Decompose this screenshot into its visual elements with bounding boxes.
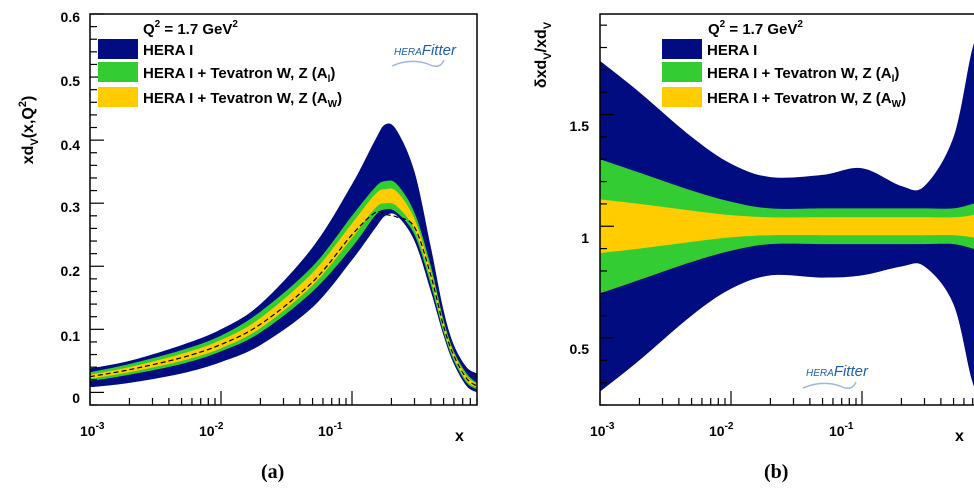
panel-b-ticks <box>599 24 974 406</box>
panel-b-ytick-0.5: 0.5 <box>570 341 590 357</box>
panel-a-y-axis-label: xdV(x,Q2) <box>17 96 41 165</box>
panel-b-legend-swatch-aw <box>662 87 702 107</box>
panel-a-y-tick-labels: 0 0.1 0.2 0.3 0.4 0.5 0.6 <box>61 9 81 406</box>
panel-a-legend-label-al: HERA I + Tevatron W, Z (Al) <box>143 65 335 85</box>
panel-a-xtick-1e-3: 10-3 <box>80 421 105 439</box>
panel-a-legend-label-hera: HERA I <box>143 42 193 59</box>
panel-b-xtick-1e-1: 10-1 <box>829 421 854 439</box>
panel-a-legend-swatch-hera <box>98 39 138 59</box>
panel-a-ytick-0.6: 0.6 <box>61 9 81 25</box>
panel-b-x-tick-labels: 10-3 10-2 10-1 <box>590 421 854 439</box>
panel-b-xtick-1e-2: 10-2 <box>709 421 734 439</box>
panel-b-herafitter-logo: HERAFitter <box>802 363 869 389</box>
panel-a-ytick-0.2: 0.2 <box>61 263 81 279</box>
panel-b-bands <box>600 43 974 392</box>
panel-a-x-tick-labels: 10-3 10-2 10-1 <box>80 421 343 439</box>
panel-a-ytick-0: 0 <box>72 390 80 406</box>
panel-a-herafitter-logo: HERAFitter <box>391 42 457 67</box>
panel-a-ytick-0.1: 0.1 <box>61 328 81 344</box>
panel-b-logo-text: HERAFitter <box>806 363 869 380</box>
panel-a-band-hera <box>90 123 477 393</box>
panel-b-band-aw <box>600 199 974 254</box>
panel-a-band-aw <box>90 188 477 388</box>
panel-a-legend-q2: Q2 = 1.7 GeV2 <box>143 19 238 38</box>
panel-b: 0.5 1 1.5 10-3 10-2 10-1 x δxdV/xdV Q2 =… <box>533 13 974 483</box>
panel-a-central-dashed-line <box>90 210 477 387</box>
panel-a-caption: (a) <box>261 461 284 483</box>
panel-b-logo-swoosh <box>802 381 857 389</box>
panel-a-ytick-0.5: 0.5 <box>61 73 81 89</box>
panel-a-bands <box>90 123 477 393</box>
panel-b-xtick-1e-3: 10-3 <box>590 421 615 439</box>
panel-b-legend-swatch-hera <box>662 39 702 59</box>
panel-a-xtick-1e-1: 10-1 <box>318 421 343 439</box>
panel-a: 0 0.1 0.2 0.3 0.4 0.5 0.6 10-3 10-2 10-1… <box>17 9 478 483</box>
panel-b-caption: (b) <box>764 461 788 483</box>
panel-a-logo-swoosh <box>391 59 445 67</box>
panel-a-legend-swatch-al <box>98 62 138 82</box>
panel-b-x-axis-label: x <box>955 428 964 445</box>
panel-a-ticks <box>89 13 478 406</box>
panel-a-x-axis-label: x <box>455 428 464 445</box>
panel-a-legend-label-aw: HERA I + Tevatron W, Z (AW) <box>143 90 342 110</box>
panel-a-legend-swatch-aw <box>98 87 138 107</box>
panel-a-xtick-1e-2: 10-2 <box>199 421 224 439</box>
panel-b-legend-label-aw: HERA I + Tevatron W, Z (AW) <box>707 90 906 110</box>
panel-b-legend-swatch-al <box>662 62 702 82</box>
panel-b-ytick-1: 1 <box>581 230 589 246</box>
panel-b-legend: Q2 = 1.7 GeV2 HERA I HERA I + Tevatron W… <box>662 19 906 110</box>
panel-b-legend-label-hera: HERA I <box>707 42 757 59</box>
panel-a-legend: Q2 = 1.7 GeV2 HERA I HERA I + Tevatron W… <box>98 19 342 110</box>
panel-b-y-axis-label: δxdV/xdV <box>533 21 554 88</box>
panel-b-y-tick-labels: 0.5 1 1.5 <box>570 118 590 357</box>
panel-b-ytick-1.5: 1.5 <box>570 118 590 134</box>
panel-a-ytick-0.3: 0.3 <box>61 199 81 215</box>
panel-a-logo-text: HERAFitter <box>394 42 457 59</box>
panel-b-legend-label-al: HERA I + Tevatron W, Z (Al) <box>707 65 899 85</box>
panel-b-legend-q2: Q2 = 1.7 GeV2 <box>708 19 803 38</box>
panel-a-ytick-0.4: 0.4 <box>61 137 81 153</box>
